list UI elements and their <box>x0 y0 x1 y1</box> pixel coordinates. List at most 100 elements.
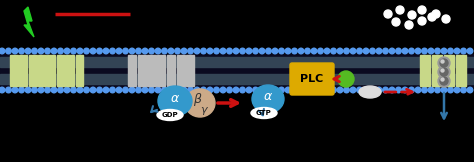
Ellipse shape <box>251 108 277 118</box>
Circle shape <box>279 87 284 93</box>
Circle shape <box>285 48 291 54</box>
Circle shape <box>311 87 317 93</box>
Circle shape <box>338 71 354 87</box>
Text: $\gamma$: $\gamma$ <box>201 105 210 117</box>
Circle shape <box>97 48 102 54</box>
Circle shape <box>90 87 96 93</box>
Circle shape <box>201 87 206 93</box>
Circle shape <box>344 48 349 54</box>
Bar <box>19 55 27 86</box>
Circle shape <box>405 21 413 29</box>
Circle shape <box>441 69 444 72</box>
Bar <box>57 55 65 86</box>
Circle shape <box>357 87 362 93</box>
Circle shape <box>194 87 200 93</box>
Circle shape <box>298 87 304 93</box>
Circle shape <box>12 87 18 93</box>
Circle shape <box>77 87 83 93</box>
Bar <box>128 55 136 86</box>
Circle shape <box>214 87 219 93</box>
Circle shape <box>77 48 83 54</box>
Circle shape <box>97 87 102 93</box>
Circle shape <box>279 48 284 54</box>
Circle shape <box>396 48 401 54</box>
Circle shape <box>384 10 392 18</box>
Bar <box>47 55 55 86</box>
Circle shape <box>467 48 473 54</box>
Circle shape <box>440 59 448 67</box>
Circle shape <box>422 48 427 54</box>
Circle shape <box>344 87 349 93</box>
Circle shape <box>64 87 70 93</box>
Circle shape <box>162 87 167 93</box>
Circle shape <box>233 48 239 54</box>
Circle shape <box>155 87 161 93</box>
Circle shape <box>389 87 395 93</box>
Circle shape <box>272 87 278 93</box>
Circle shape <box>441 60 444 63</box>
Circle shape <box>448 48 453 54</box>
Circle shape <box>350 87 356 93</box>
Circle shape <box>363 48 369 54</box>
Circle shape <box>454 87 460 93</box>
Bar <box>66 55 74 86</box>
Circle shape <box>194 48 200 54</box>
Circle shape <box>38 87 44 93</box>
Circle shape <box>266 87 271 93</box>
Circle shape <box>259 48 265 54</box>
Bar <box>432 55 443 86</box>
Circle shape <box>233 87 239 93</box>
Circle shape <box>298 48 304 54</box>
Circle shape <box>396 6 404 14</box>
Circle shape <box>292 48 297 54</box>
Bar <box>186 55 194 86</box>
Bar <box>0 54 474 87</box>
Circle shape <box>408 11 416 19</box>
Bar <box>138 55 146 86</box>
Circle shape <box>418 17 426 25</box>
Circle shape <box>461 48 466 54</box>
Circle shape <box>438 66 450 78</box>
Circle shape <box>292 87 297 93</box>
Circle shape <box>253 48 258 54</box>
Circle shape <box>227 87 232 93</box>
Ellipse shape <box>359 86 381 98</box>
Ellipse shape <box>252 85 284 113</box>
Bar <box>29 55 36 86</box>
Circle shape <box>438 57 450 69</box>
Circle shape <box>123 48 128 54</box>
Circle shape <box>383 87 388 93</box>
Circle shape <box>162 48 167 54</box>
Circle shape <box>383 48 388 54</box>
Circle shape <box>51 48 57 54</box>
Circle shape <box>370 48 375 54</box>
Circle shape <box>109 87 115 93</box>
Bar <box>456 55 466 86</box>
Circle shape <box>51 87 57 93</box>
Circle shape <box>422 87 427 93</box>
Circle shape <box>272 48 278 54</box>
Circle shape <box>246 87 252 93</box>
Bar <box>420 55 430 86</box>
Circle shape <box>467 87 473 93</box>
Ellipse shape <box>158 86 192 116</box>
Circle shape <box>409 48 414 54</box>
Circle shape <box>168 87 174 93</box>
Circle shape <box>116 87 122 93</box>
Circle shape <box>32 48 37 54</box>
Circle shape <box>175 48 180 54</box>
Circle shape <box>6 87 11 93</box>
Circle shape <box>240 87 246 93</box>
Circle shape <box>220 48 226 54</box>
Circle shape <box>428 13 436 21</box>
Circle shape <box>396 87 401 93</box>
Circle shape <box>136 87 141 93</box>
Circle shape <box>266 48 271 54</box>
Circle shape <box>442 15 450 23</box>
Circle shape <box>103 87 109 93</box>
Circle shape <box>6 48 11 54</box>
Circle shape <box>448 87 453 93</box>
Text: GDP: GDP <box>162 112 178 118</box>
Circle shape <box>201 48 206 54</box>
Circle shape <box>440 68 448 76</box>
